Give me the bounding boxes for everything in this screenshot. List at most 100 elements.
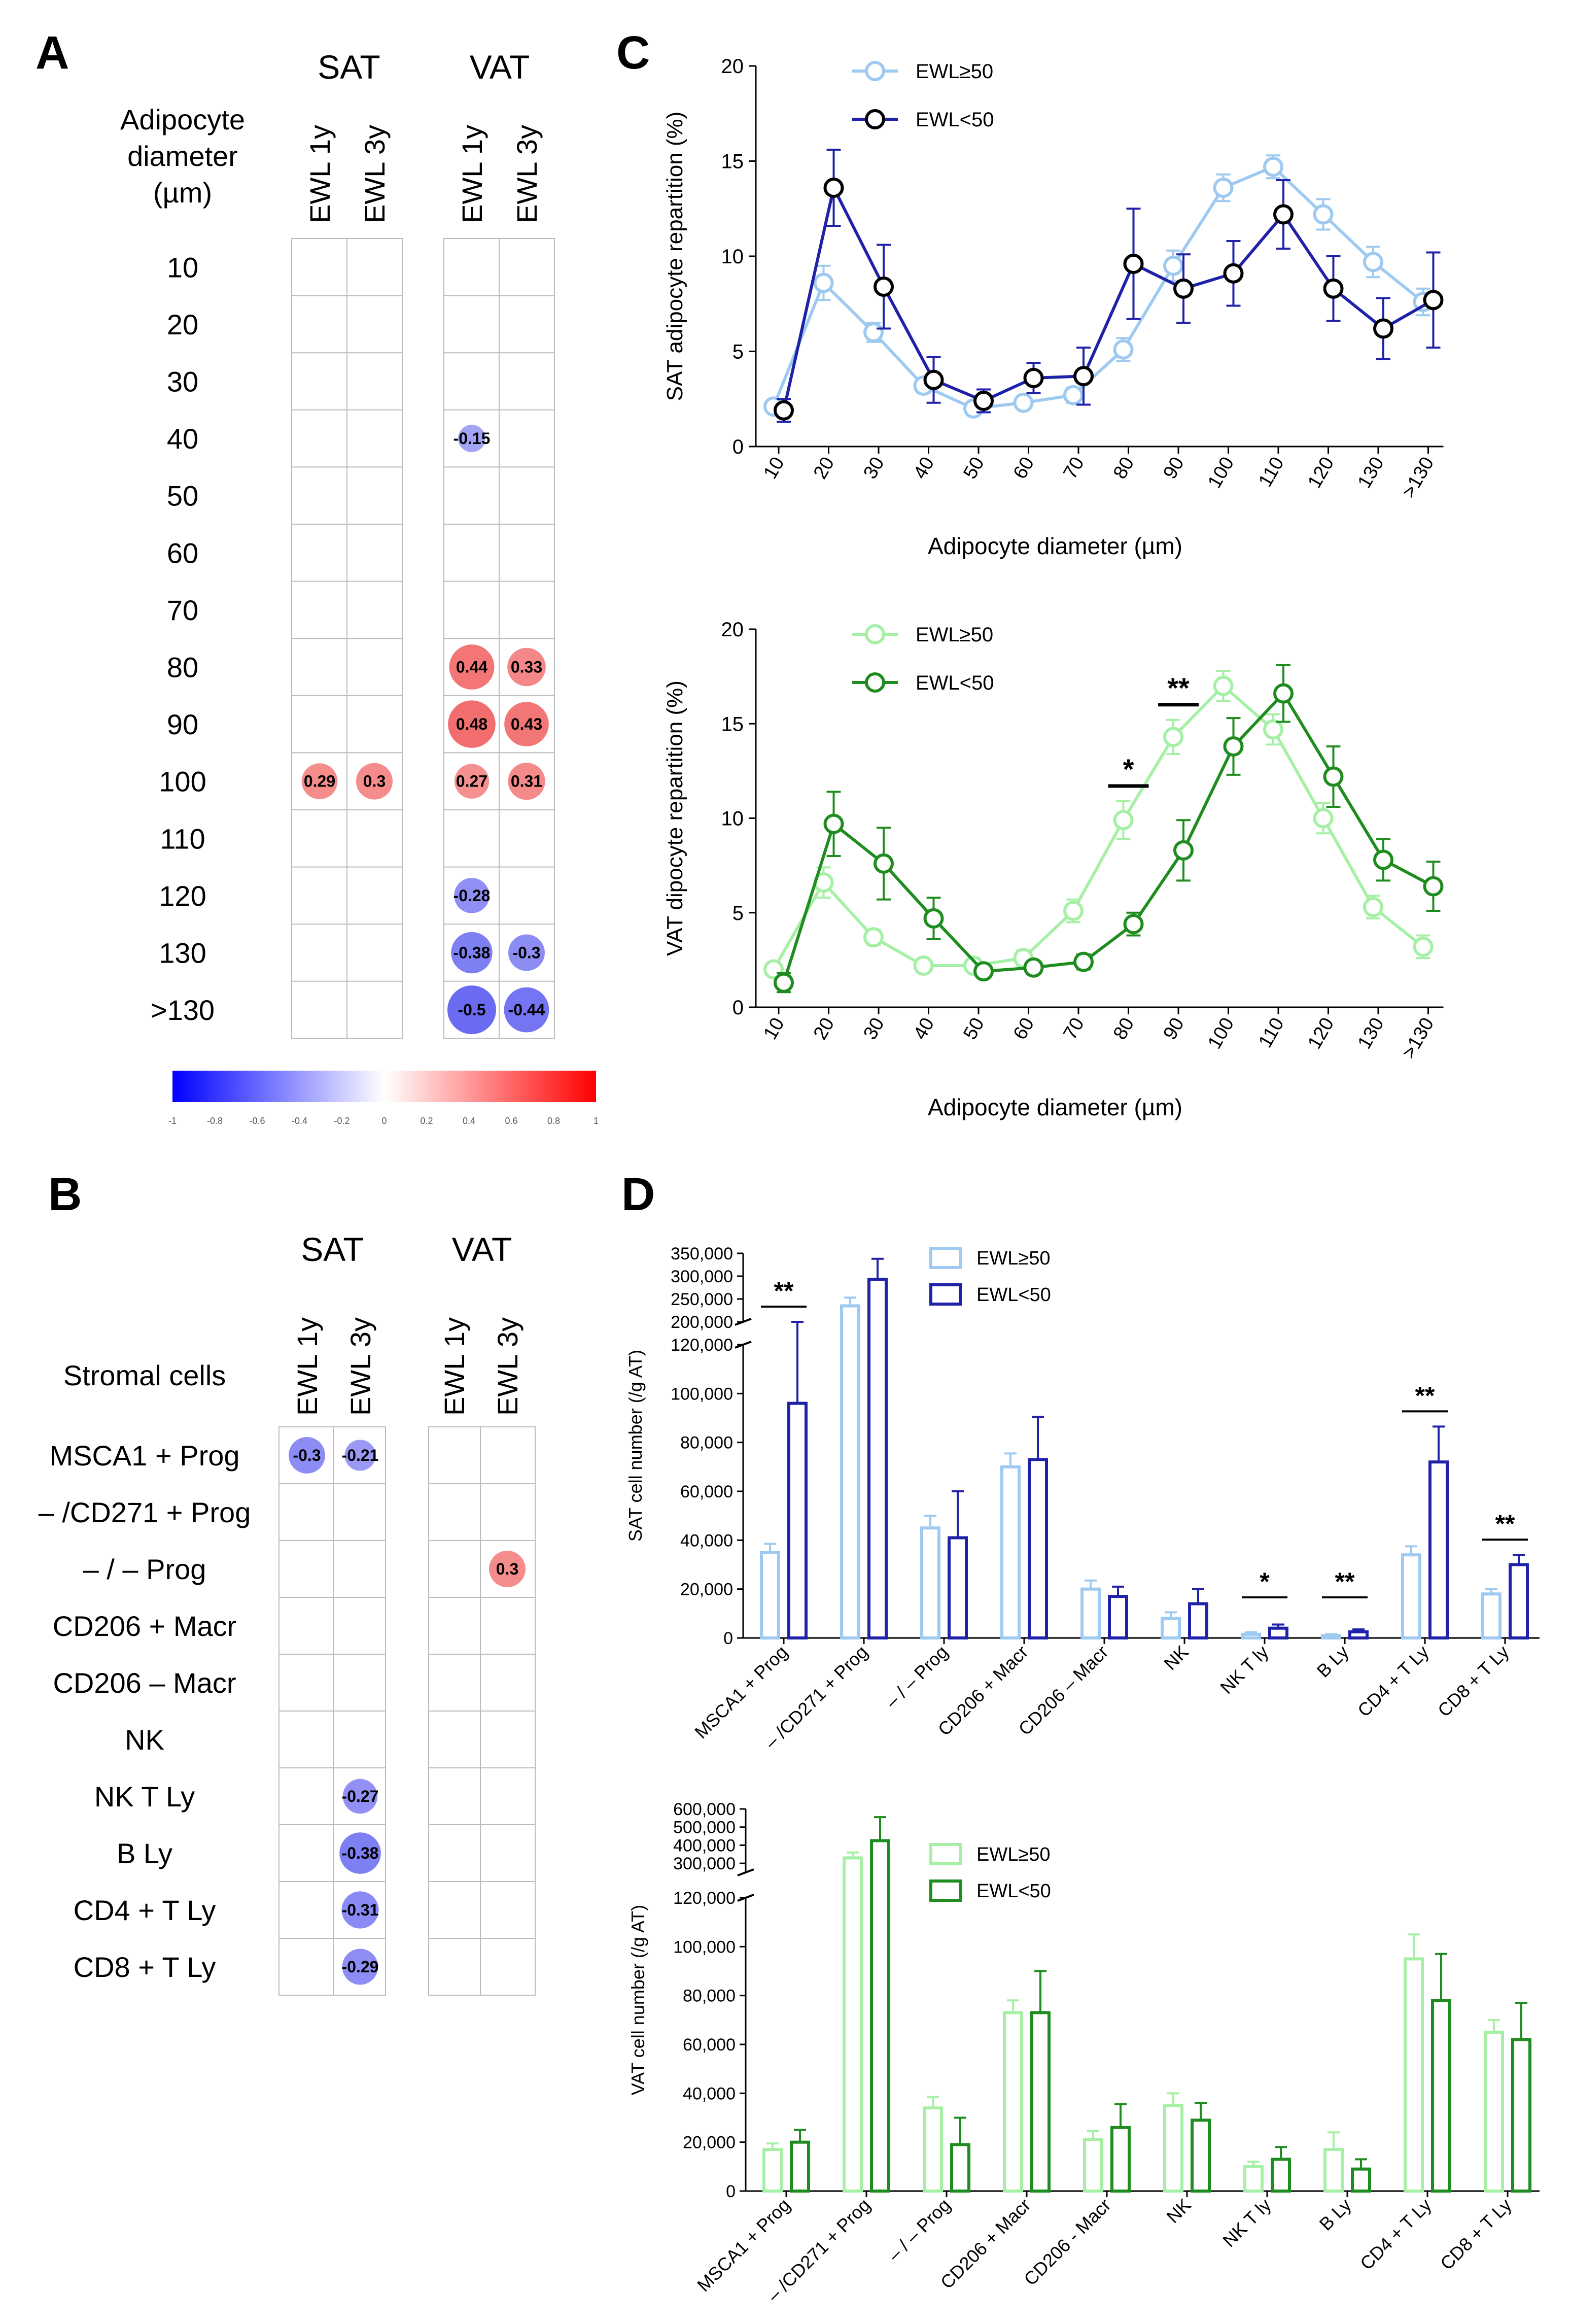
- significance-marker: **: [1167, 672, 1190, 704]
- bar: [1321, 1634, 1341, 1640]
- legend-label: EWL≥50: [976, 1248, 1050, 1269]
- data-point: [1323, 278, 1344, 299]
- x-tick-label: CD4 + T Ly: [1353, 1642, 1433, 1721]
- x-tick-label: 20: [810, 1014, 839, 1044]
- data-point: [1413, 936, 1434, 957]
- data-point: [1063, 385, 1084, 405]
- sat-repartition-line-chart: 0 5 10 15 20 10 20 30 40 50 60 70 80 90 100 110 120 130 >1…: [662, 55, 1444, 559]
- x-tick-label: >130: [1398, 1014, 1438, 1063]
- x-tick-label: 120: [1304, 1014, 1338, 1053]
- x-tick-label: 70: [1059, 454, 1089, 483]
- column-label: EWL 1y: [304, 125, 336, 223]
- correlation-grid-stromal: SAT VAT EWL 1y EWL 3y EWL 1y EWL 3y Stromal ce…: [39, 1231, 536, 1996]
- series-line: [782, 183, 1434, 411]
- correlation-value: -0.3: [293, 1446, 321, 1464]
- x-tick-label: B Ly: [1313, 1642, 1353, 1682]
- correlation-value: -0.38: [453, 944, 491, 962]
- group-label: SAT: [318, 48, 380, 86]
- row-label: 80: [167, 652, 198, 683]
- significance-marker: **: [1335, 1567, 1355, 1596]
- data-point: [1123, 254, 1144, 274]
- data-point: [1223, 263, 1244, 284]
- legend-label: EWL<50: [976, 1881, 1051, 1902]
- x-axis-label: Adipocyte diameter (µm): [928, 1094, 1182, 1120]
- y-tick-label: 10: [721, 246, 744, 268]
- y-tick-label: 5: [732, 341, 744, 363]
- bar: [760, 1551, 780, 1640]
- y-tick-label: 20,000: [683, 2133, 736, 2152]
- column-label: EWL 3y: [511, 125, 543, 223]
- y-tick-label: 120,000: [673, 1889, 736, 1908]
- row-label: B Ly: [117, 1837, 172, 1869]
- correlation-value: 0.27: [456, 772, 487, 791]
- bar: [1030, 2011, 1051, 2193]
- legend-marker: [865, 624, 885, 644]
- x-tick-label: CD8 + T Ly: [1436, 2195, 1516, 2274]
- correlation-value: 0.43: [511, 715, 542, 733]
- x-tick-label: 20: [810, 454, 839, 483]
- data-point: [923, 908, 944, 929]
- significance-marker: **: [1415, 1381, 1435, 1410]
- y-tick-label: 120,000: [671, 1336, 733, 1355]
- legend-swatch: [929, 1283, 962, 1306]
- x-tick-label: 30: [859, 1014, 889, 1044]
- axis-break: [737, 1868, 754, 1876]
- vat-repartition-line-chart: 0 5 10 15 20 10 20 30 40 50 60 70 80 90 100 110 120 130 >1…: [662, 619, 1444, 1120]
- y-tick-label: 250,000: [671, 1290, 733, 1309]
- y-tick-label: 10: [721, 808, 744, 830]
- y-tick-label: 60,000: [680, 1482, 733, 1501]
- legend-swatch: [929, 1247, 962, 1269]
- bar: [1484, 2030, 1504, 2193]
- x-tick-label: 30: [859, 454, 889, 483]
- data-point: [1173, 840, 1194, 861]
- data-point: [1063, 901, 1084, 921]
- correlation-value: -0.28: [453, 886, 491, 905]
- legend-swatch: [929, 1843, 962, 1865]
- series-line: [782, 691, 1434, 983]
- row-label: 10: [167, 251, 198, 283]
- bar: [1509, 1563, 1529, 1639]
- correlation-circle: [448, 700, 496, 748]
- bar: [790, 2140, 810, 2193]
- vat-cell-number-bar-chart: 0 20,000 40,000 60,000 80,000 100,000 120,000 3…: [627, 1800, 1540, 2306]
- correlation-value: -0.27: [342, 1787, 379, 1805]
- colorbar-tick: -0.8: [207, 1116, 223, 1126]
- x-tick-label: NK: [1162, 2195, 1195, 2227]
- data-point: [1023, 957, 1044, 978]
- column-label: EWL 3y: [492, 1317, 523, 1416]
- panel-label-b: B: [48, 1169, 82, 1220]
- row-label: 20: [167, 309, 198, 340]
- bar: [1080, 1587, 1101, 1640]
- row-label: 40: [167, 423, 198, 455]
- y-tick-label: 100,000: [673, 1937, 736, 1957]
- bar: [1404, 1957, 1424, 2193]
- bar: [1028, 1458, 1048, 1639]
- bar: [1000, 1465, 1021, 1639]
- y-axis-label: SAT adipocyte repartition (%): [662, 112, 687, 401]
- y-axis-label: VAT dipocyte repartition (%): [662, 680, 687, 956]
- x-tick-label: CD4 + T Ly: [1356, 2195, 1436, 2274]
- x-tick-label: NK T ly: [1216, 1642, 1273, 1698]
- data-point: [1373, 318, 1393, 339]
- bar: [1481, 1592, 1502, 1640]
- data-point: [1273, 204, 1294, 225]
- correlation-value: -0.21: [342, 1446, 379, 1464]
- group-label: VAT: [452, 1231, 512, 1268]
- correlation-circle: [342, 1949, 378, 1985]
- row-label: CD206 – Macr: [53, 1667, 236, 1699]
- correlation-circle: [289, 1437, 325, 1474]
- correlation-colorbar: -1 -0.8 -0.6 -0.4 -0.2 0 0.2 0.4 0.6 0.8 1: [168, 1071, 599, 1126]
- correlation-circle: [508, 934, 545, 971]
- legend-marker: [865, 109, 885, 129]
- column-label: EWL 3y: [344, 1317, 376, 1416]
- bar: [787, 1402, 808, 1640]
- correlation-circle: [454, 764, 490, 799]
- bar: [1161, 1617, 1181, 1639]
- colorbar-bar: [172, 1071, 596, 1102]
- correlation-circle: [507, 647, 546, 687]
- y-tick-label: 300,000: [671, 1267, 733, 1286]
- data-point: [1273, 683, 1294, 704]
- legend-label: EWL≥50: [916, 624, 993, 646]
- correlation-circle: [504, 702, 549, 746]
